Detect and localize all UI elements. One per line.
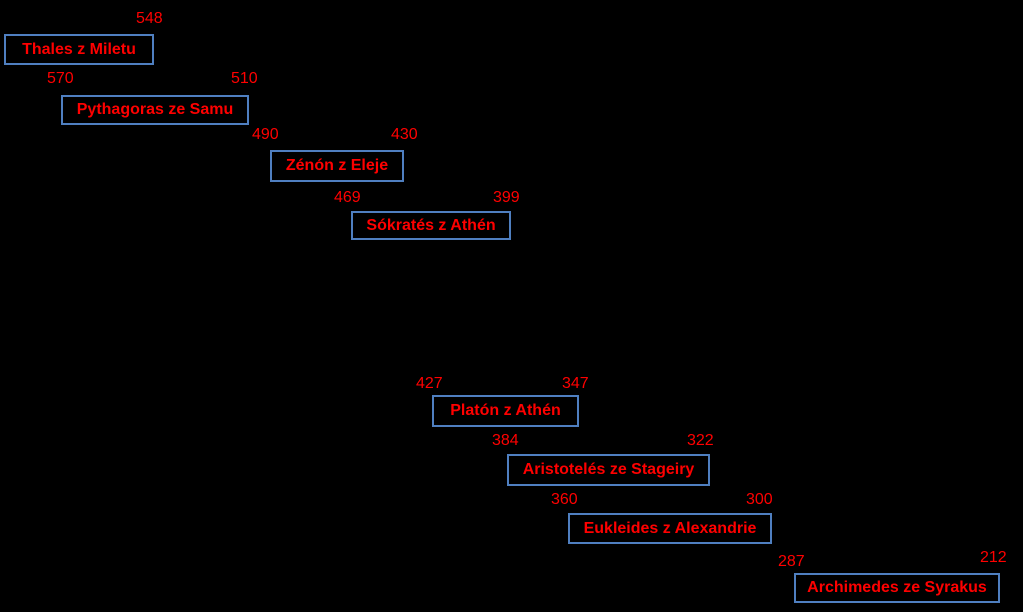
death-year: 347 xyxy=(562,375,589,392)
philosopher-box-archimedes: Archimedes ze Syrakus xyxy=(794,573,1000,603)
philosopher-box-aristoteles: Aristotelés ze Stageiry xyxy=(507,454,710,486)
philosopher-box-platon: Platón z Athén xyxy=(432,395,579,427)
philosopher-box-pythagoras: Pythagoras ze Samu xyxy=(61,95,249,125)
birth-year: 384 xyxy=(492,432,519,449)
death-year: 548 xyxy=(136,10,163,27)
philosopher-box-eukleides: Eukleides z Alexandrie xyxy=(568,513,772,544)
birth-year: 490 xyxy=(252,126,279,143)
birth-year: 287 xyxy=(778,553,805,570)
birth-year: 570 xyxy=(47,70,74,87)
birth-year: 360 xyxy=(551,491,578,508)
death-year: 430 xyxy=(391,126,418,143)
death-year: 399 xyxy=(493,189,520,206)
birth-year: 427 xyxy=(416,375,443,392)
death-year: 300 xyxy=(746,491,773,508)
philosopher-box-thales: Thales z Miletu xyxy=(4,34,154,65)
death-year: 212 xyxy=(980,549,1007,566)
philosopher-box-zenon: Zénón z Eleje xyxy=(270,150,404,182)
birth-year: 469 xyxy=(334,189,361,206)
philosopher-box-sokrates: Sókratés z Athén xyxy=(351,211,511,240)
death-year: 322 xyxy=(687,432,714,449)
death-year: 510 xyxy=(231,70,258,87)
